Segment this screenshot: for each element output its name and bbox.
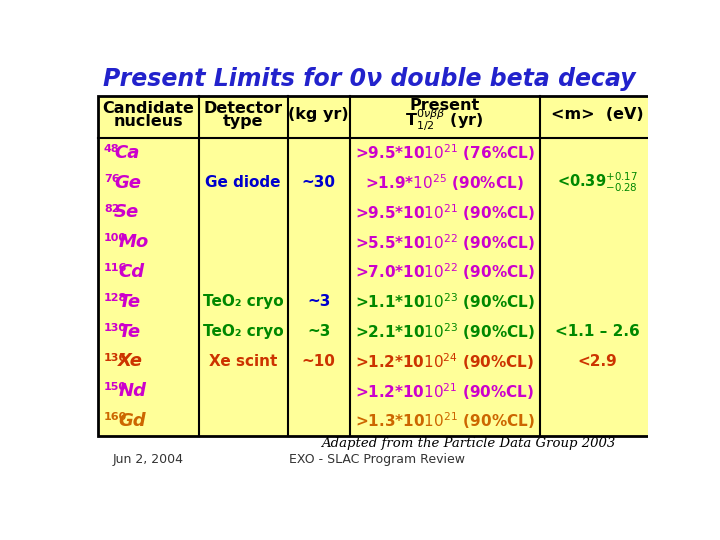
Text: Jun 2, 2004: Jun 2, 2004 <box>112 453 184 465</box>
Text: 130: 130 <box>104 323 127 333</box>
Text: >1.2*10$10^{24}$ (90%CL): >1.2*10$10^{24}$ (90%CL) <box>355 351 534 372</box>
Text: Adapted from the Particle Data Group 2003: Adapted from the Particle Data Group 200… <box>320 437 615 450</box>
Text: Cd: Cd <box>118 263 145 281</box>
Text: TeO₂ cryo: TeO₂ cryo <box>203 324 284 339</box>
Text: Ca: Ca <box>114 144 140 162</box>
Text: 136: 136 <box>104 353 127 362</box>
Text: Ge diode: Ge diode <box>205 175 281 190</box>
Text: <0.39$^{+0.17}_{-0.28}$: <0.39$^{+0.17}_{-0.28}$ <box>557 171 638 194</box>
Text: >5.5*10$10^{22}$ (90%CL): >5.5*10$10^{22}$ (90%CL) <box>355 232 534 253</box>
Text: >1.9*$10^{25}$ (90%CL): >1.9*$10^{25}$ (90%CL) <box>365 172 524 193</box>
Text: >9.5*10$10^{21}$ (76%CL): >9.5*10$10^{21}$ (76%CL) <box>355 143 534 163</box>
Text: (kg yr): (kg yr) <box>288 107 349 123</box>
Text: TeO₂ cryo: TeO₂ cryo <box>203 294 284 309</box>
Text: nucleus: nucleus <box>113 113 183 129</box>
Text: Te: Te <box>118 322 140 341</box>
Text: ~10: ~10 <box>302 354 336 369</box>
Text: Candidate: Candidate <box>102 101 194 116</box>
Text: Present Limits for 0ν double beta decay: Present Limits for 0ν double beta decay <box>103 68 635 91</box>
Text: Mo: Mo <box>118 233 148 251</box>
Text: 76: 76 <box>104 174 120 184</box>
Text: >1.1*10$10^{23}$ (90%CL): >1.1*10$10^{23}$ (90%CL) <box>355 292 534 312</box>
Text: >2.1*10$10^{23}$ (90%CL): >2.1*10$10^{23}$ (90%CL) <box>355 321 534 342</box>
Text: ~3: ~3 <box>307 294 330 309</box>
Text: Te: Te <box>118 293 140 311</box>
Text: Xe: Xe <box>118 353 143 370</box>
Text: 116: 116 <box>104 263 127 273</box>
Text: 48: 48 <box>104 144 120 154</box>
Text: 100: 100 <box>104 233 127 244</box>
Text: Se: Se <box>114 204 139 221</box>
Text: ~30: ~30 <box>302 175 336 190</box>
Text: Present: Present <box>410 98 480 113</box>
Bar <box>98 96 656 436</box>
Text: EXO - SLAC Program Review: EXO - SLAC Program Review <box>289 453 464 465</box>
Text: Xe scint: Xe scint <box>209 354 277 369</box>
Text: 128: 128 <box>104 293 127 303</box>
Text: Ge: Ge <box>114 174 141 192</box>
Text: >1.2*10$10^{21}$ (90%CL): >1.2*10$10^{21}$ (90%CL) <box>355 381 534 402</box>
Text: Gd: Gd <box>118 412 146 430</box>
Text: <1.1 – 2.6: <1.1 – 2.6 <box>555 324 640 339</box>
Text: type: type <box>222 113 264 129</box>
Text: 150: 150 <box>104 382 127 393</box>
Text: <2.9: <2.9 <box>577 354 618 369</box>
Text: 82: 82 <box>104 204 120 214</box>
Text: T$_{1/2}^{0\nu\beta\beta}$ (yr): T$_{1/2}^{0\nu\beta\beta}$ (yr) <box>405 108 484 134</box>
Text: Detector: Detector <box>204 101 283 116</box>
Text: <m>  (eV): <m> (eV) <box>552 107 644 123</box>
Text: ~3: ~3 <box>307 324 330 339</box>
Text: Nd: Nd <box>118 382 146 400</box>
Text: >9.5*10$10^{21}$ (90%CL): >9.5*10$10^{21}$ (90%CL) <box>355 202 534 223</box>
Text: >7.0*10$10^{22}$ (90%CL): >7.0*10$10^{22}$ (90%CL) <box>355 262 534 282</box>
Text: 160: 160 <box>104 412 127 422</box>
Text: >1.3*10$10^{21}$ (90%CL): >1.3*10$10^{21}$ (90%CL) <box>355 411 534 431</box>
